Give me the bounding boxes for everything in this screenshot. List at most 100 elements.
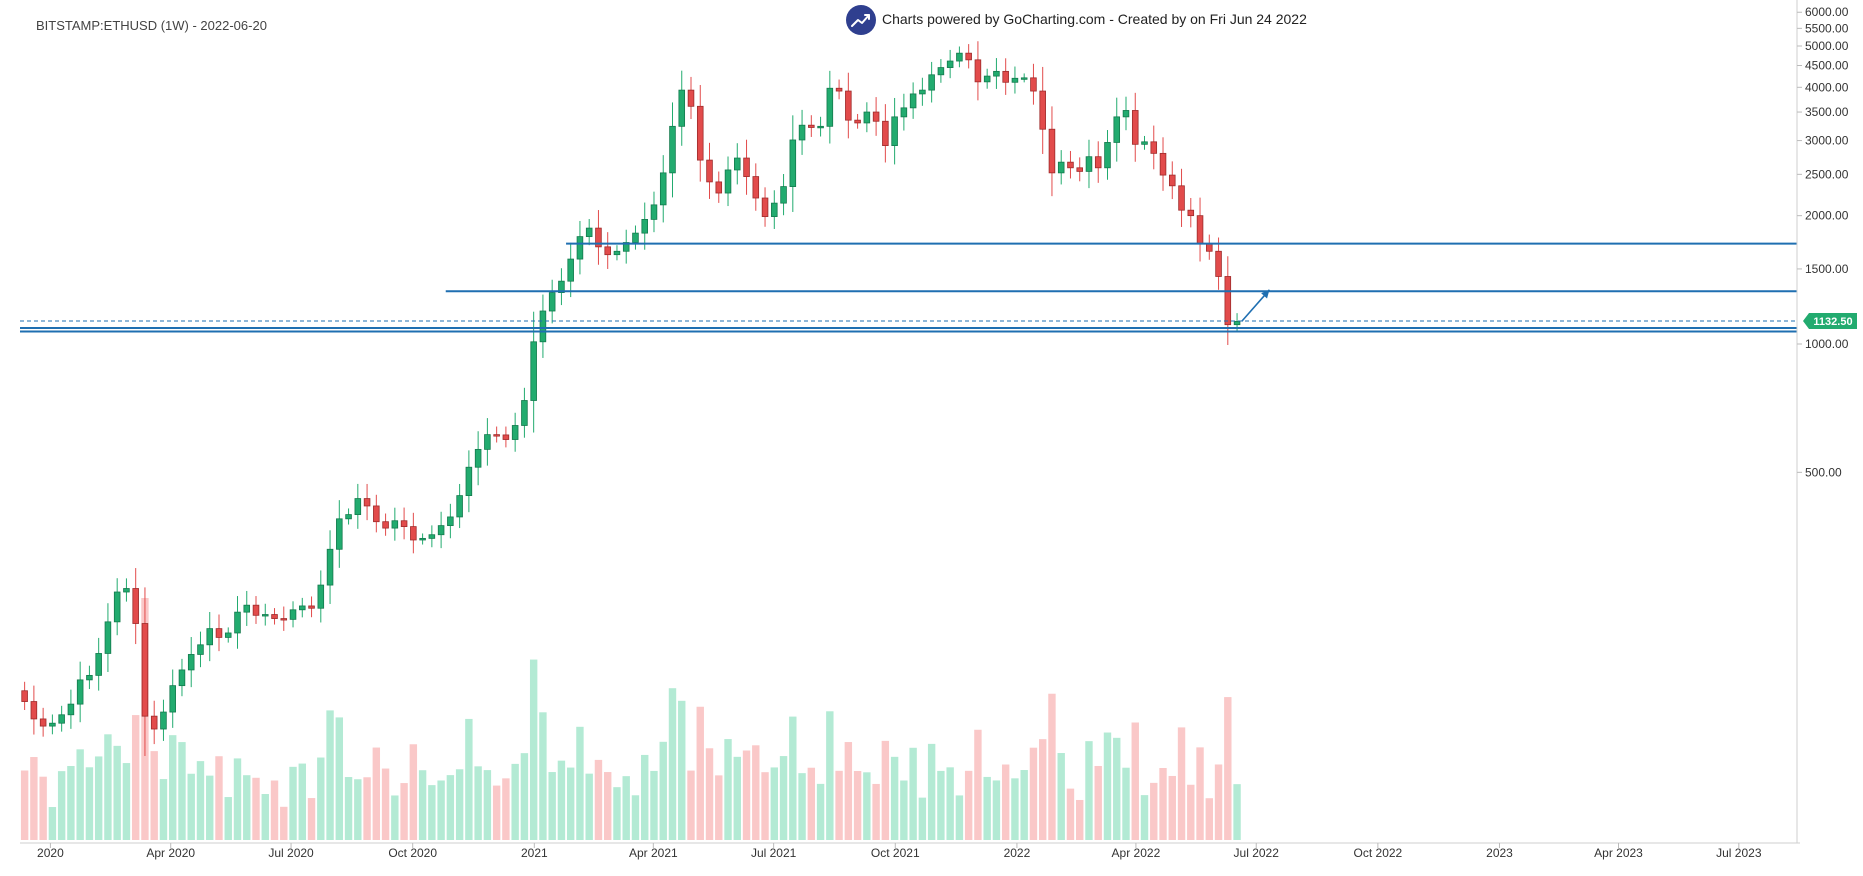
candle — [215, 614, 223, 652]
x-tick-label: Jul 2022 — [1234, 846, 1280, 860]
last-price-badge — [1803, 312, 1857, 329]
candle — [650, 191, 658, 233]
volume-bar — [1076, 799, 1084, 840]
volume-bar — [853, 770, 862, 840]
candle-body — [835, 87, 843, 92]
candle — [1085, 139, 1093, 189]
candle-body — [243, 604, 251, 613]
volume-bar — [668, 688, 677, 840]
candle-body — [30, 701, 38, 720]
candle-body — [1150, 141, 1158, 154]
candle-body — [909, 93, 917, 109]
candle — [308, 596, 315, 618]
candle — [724, 156, 732, 207]
candle-body — [86, 674, 93, 681]
time-axis[interactable]: 2020 Apr 2020 Jul 2020 Oct 2020 2021 Apr 2021… — [37, 843, 1762, 860]
candle-body — [900, 107, 908, 118]
volume-bar — [261, 794, 269, 840]
candle — [299, 597, 306, 618]
candle — [326, 530, 334, 604]
volume-bar — [1187, 784, 1195, 840]
candle — [1076, 157, 1083, 182]
volume-bar — [983, 776, 991, 840]
y-tick-label: 2500.00 — [1805, 167, 1849, 181]
candle-body — [604, 246, 611, 256]
candle-body — [521, 400, 528, 426]
volume-bar — [927, 743, 936, 840]
candle — [123, 578, 130, 602]
candle-body — [261, 614, 269, 617]
drawing-annotations[interactable] — [20, 289, 1797, 322]
candle-body — [789, 139, 797, 187]
volume-bar — [585, 773, 593, 840]
candle-body — [373, 505, 380, 523]
volume-bar — [243, 775, 251, 840]
candle-body — [113, 591, 121, 623]
volume-bar — [224, 797, 232, 840]
support-resistance-lines[interactable] — [20, 242, 1797, 333]
candle-body — [808, 124, 815, 128]
candle — [706, 142, 713, 199]
candle-body — [1104, 142, 1111, 169]
volume-bar — [715, 775, 723, 840]
candle-body — [946, 60, 954, 68]
candle — [613, 245, 621, 261]
candle-body — [474, 448, 482, 468]
y-tick-label: 1500.00 — [1805, 262, 1849, 276]
volume-bar — [1122, 767, 1130, 840]
candle — [484, 418, 491, 466]
candle — [983, 68, 991, 89]
volume-bar — [391, 795, 399, 840]
volume-bar — [1159, 768, 1167, 840]
candle — [1131, 92, 1139, 162]
volume-bar — [465, 718, 473, 840]
candle-body — [215, 628, 223, 638]
candle — [391, 507, 399, 541]
candle-body — [854, 119, 861, 124]
volume-bar — [650, 770, 658, 840]
candle-body — [567, 258, 574, 282]
candle — [641, 202, 648, 250]
candle — [669, 102, 676, 198]
candle — [224, 627, 232, 643]
candle — [965, 44, 972, 69]
volume-bar — [659, 741, 667, 840]
candle — [160, 699, 167, 741]
gocharting-logo[interactable] — [846, 5, 876, 35]
candle — [826, 70, 834, 144]
candle — [456, 483, 463, 529]
candle — [502, 426, 510, 448]
candle-body — [123, 588, 130, 593]
volume-bar — [770, 767, 779, 840]
candle — [817, 116, 824, 137]
candle-body — [706, 159, 713, 183]
candle — [558, 268, 565, 306]
candle-body — [49, 722, 56, 727]
candle-body — [696, 105, 704, 161]
y-tick-label: 1000.00 — [1805, 337, 1849, 351]
volume-bar — [816, 783, 825, 840]
x-tick-label: Jul 2021 — [751, 846, 797, 860]
candle — [76, 661, 84, 723]
candle-body — [428, 534, 436, 539]
x-tick-label: Oct 2022 — [1354, 846, 1403, 860]
volume-bar — [1001, 764, 1010, 840]
volume-bar — [1140, 795, 1149, 840]
candle-body — [308, 605, 315, 609]
price-axis[interactable]: 500.00 1000.00 1500.00 2000.00 2500.00 3000.0… — [1797, 5, 1849, 479]
volume-bar — [1214, 764, 1223, 840]
volume-bar — [76, 749, 84, 840]
candle-body — [983, 75, 991, 83]
volume-bar — [270, 780, 279, 840]
candle — [86, 665, 93, 690]
candle-body — [95, 653, 102, 676]
x-tick-label: Oct 2020 — [388, 846, 437, 860]
credit-banner[interactable]: Charts powered by GoCharting.com - Creat… — [846, 5, 1307, 35]
candle-body — [845, 90, 852, 121]
candle-body — [511, 425, 519, 440]
volume-bar — [1066, 788, 1075, 840]
candle — [678, 70, 686, 146]
candle — [937, 59, 945, 83]
volume-bar — [955, 795, 964, 840]
